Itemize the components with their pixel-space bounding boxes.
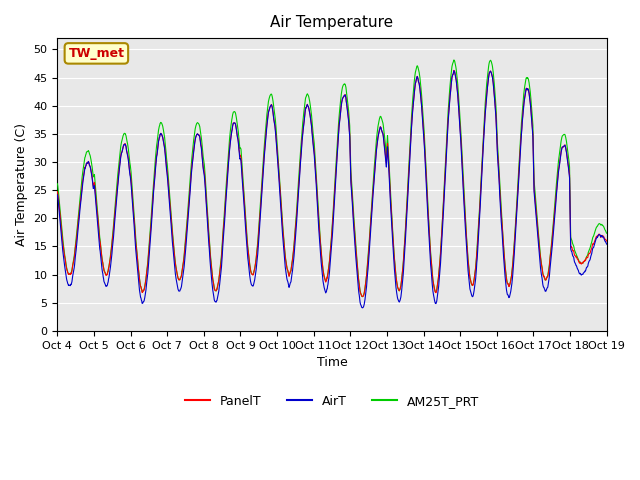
Text: TW_met: TW_met [68,47,124,60]
X-axis label: Time: Time [317,356,348,369]
Legend: PanelT, AirT, AM25T_PRT: PanelT, AirT, AM25T_PRT [180,390,484,413]
Y-axis label: Air Temperature (C): Air Temperature (C) [15,123,28,246]
Title: Air Temperature: Air Temperature [271,15,394,30]
